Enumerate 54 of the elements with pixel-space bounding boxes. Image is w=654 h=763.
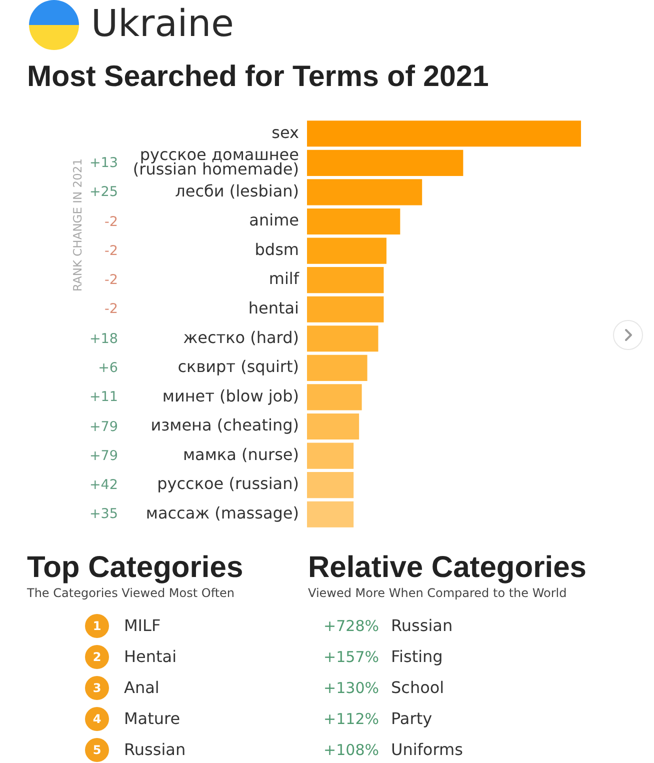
text: Viewed More When Compared to the World [308,586,567,600]
data-label: +157% [324,647,379,667]
y-tick-label: hentai [248,298,299,318]
data-label: 4 [92,712,102,726]
data-label: +130% [324,678,379,698]
bar [307,267,384,294]
category-label: School [391,678,444,698]
category-label: Hentai [124,647,177,667]
y-tick-label: мамка (nurse) [182,444,299,464]
category-label: Anal [124,678,160,698]
bar [307,384,362,410]
category-label: Russian [124,740,186,760]
y-tick-label: лесби (lesbian) [175,181,299,200]
bar [307,501,354,528]
y-tick-label: sex [272,122,299,142]
category-label: Mature [124,709,180,729]
y-tick-label: массаж (massage) [146,504,299,523]
chart-title: Ukraine [91,2,234,45]
data-label: 3 [92,681,102,695]
category-label: Russian [391,616,453,636]
bar [307,238,386,264]
category-label: MILF [124,616,161,636]
category-label: Fisting [391,647,443,667]
data-label: +728% [324,616,379,636]
data-label: 2 [92,650,102,664]
data-label: +108% [324,740,379,760]
bar [307,354,368,381]
bar [307,150,464,176]
category-label: Uniforms [391,740,463,760]
bar [307,208,400,235]
y-tick-label: bdsm [254,240,299,259]
bar [307,326,378,352]
chart-subtitle: Most Searched for Terms of 2021 [27,60,489,93]
y-tick-label: milf [268,269,300,288]
bar [307,442,354,469]
y-tick-label: русское (russian) [157,474,299,494]
text: Top Categories [27,551,244,584]
data-label: +112% [324,709,379,729]
data-label: 5 [92,743,102,757]
bar [307,120,581,147]
bar [307,179,422,206]
category-label: Party [391,709,432,729]
y-tick-label: минет (blow job) [162,386,299,406]
y-tick-label: измена (cheating) [150,416,299,435]
bar [307,296,384,322]
y-tick-label: русское домашнее (russian homemade) [132,144,299,178]
y-tick-label: жестко (hard) [183,328,299,347]
bar [307,472,354,498]
text: Relative Categories [308,551,586,584]
data-label: 1 [92,619,102,633]
y-tick-label: anime [249,210,299,230]
y-tick-label: сквирт (squirt) [178,357,299,376]
bar [307,413,360,440]
text: The Categories Viewed Most Often [27,586,235,600]
